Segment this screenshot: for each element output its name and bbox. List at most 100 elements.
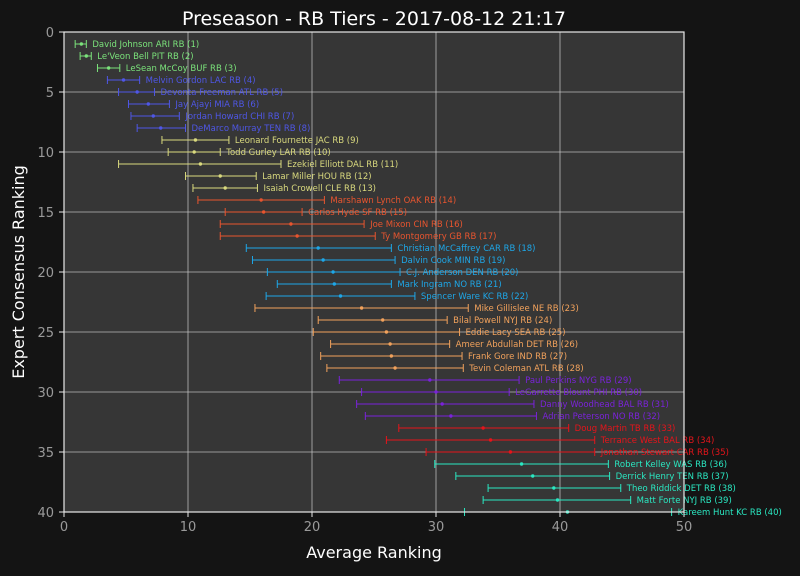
x-tick-label: 0 (60, 520, 68, 535)
y-tick-label: 20 (37, 266, 54, 281)
data-marker (508, 450, 513, 454)
data-marker (384, 330, 389, 334)
player-point: Doug Martin TB RB (33) (398, 424, 675, 434)
player-label: Dalvin Cook MIN RB (19) (401, 256, 505, 266)
y-tick-label: 40 (37, 506, 54, 521)
y-tick-label: 15 (37, 206, 54, 221)
data-marker (481, 426, 485, 430)
player-point: Le'Veon Bell PIT RB (2) (79, 52, 194, 62)
player-point: LeGarrette Blount PHI RB (30) (361, 388, 642, 398)
player-point: David Johnson ARI RB (1) (74, 40, 199, 50)
player-label: Le'Veon Bell PIT RB (2) (97, 52, 193, 62)
data-marker (434, 390, 438, 394)
player-label: Christian McCaffrey CAR RB (18) (397, 244, 535, 254)
player-label: Carlos Hyde SF RB (15) (308, 208, 407, 218)
data-marker (151, 114, 155, 118)
player-point: Jay Ajayi MIA RB (6) (127, 100, 259, 110)
player-label: Danny Woodhead BAL RB (31) (540, 400, 669, 410)
player-label: Melvin Gordon LAC RB (4) (146, 76, 256, 86)
player-label: DeMarco Murray TEN RB (8) (192, 124, 311, 134)
player-label: Frank Gore IND RB (27) (468, 352, 567, 362)
data-marker (393, 366, 397, 370)
player-label: Ezekiel Elliott DAL RB (11) (287, 160, 398, 170)
player-label: Bilal Powell NYJ RB (24) (453, 316, 552, 326)
x-tick-label: 40 (552, 520, 569, 535)
player-point: Devonta Freeman ATL RB (5) (118, 88, 284, 98)
data-marker (84, 54, 89, 58)
player-point: Mark Ingram NO RB (21) (276, 280, 502, 290)
player-label: Ameer Abdullah DET RB (26) (456, 340, 578, 350)
player-label: Ty Montgomery GB RB (17) (380, 232, 496, 242)
player-point: Adrian Peterson NO RB (32) (364, 412, 660, 422)
player-label: Robert Kelley WAS RB (36) (614, 460, 727, 470)
player-label: Joe Mixon CIN RB (16) (369, 220, 463, 230)
player-point: LeSean McCoy BUF RB (3) (96, 64, 237, 74)
player-label: C.J. Anderson DEN RB (20) (406, 268, 518, 278)
player-point: Lamar Miller HOU RB (12) (185, 172, 372, 182)
player-label: Spencer Ware KC RB (22) (421, 292, 528, 302)
data-marker (321, 258, 325, 262)
player-label: Devonta Freeman ATL RB (5) (161, 88, 284, 98)
player-label: Mike Gillislee NE RB (23) (474, 304, 579, 314)
player-point: Marshawn Lynch OAK RB (14) (197, 196, 456, 206)
data-marker (449, 414, 453, 418)
player-point: Eddie Lacy SEA RB (25) (312, 328, 566, 338)
data-marker (338, 294, 343, 298)
player-point: Jonathan Stewart CAR RB (35) (425, 448, 729, 458)
data-marker (218, 174, 222, 178)
player-label: Isaiah Crowell CLE RB (13) (263, 184, 375, 194)
player-label: Marshawn Lynch OAK RB (14) (330, 196, 456, 206)
data-marker (428, 378, 432, 382)
data-marker (555, 498, 560, 502)
y-tick-label: 30 (37, 386, 54, 401)
y-tick-label: 35 (37, 446, 54, 461)
player-label: Adrian Peterson NO RB (32) (542, 412, 660, 422)
player-point: Christian McCaffrey CAR RB (18) (245, 244, 535, 254)
data-marker (488, 438, 493, 442)
player-label: Paul Perkins NYG RB (29) (525, 376, 631, 386)
player-label: Terrance West BAL RB (34) (600, 436, 715, 446)
data-marker (388, 342, 392, 346)
data-marker (106, 66, 111, 70)
player-point: Tevin Coleman ATL RB (28) (326, 364, 584, 374)
data-marker (193, 138, 198, 142)
player-point: Mike Gillislee NE RB (23) (254, 304, 579, 314)
y-axis-label: Expert Consensus Ranking (9, 165, 28, 379)
player-label: Jay Ajayi MIA RB (6) (174, 100, 259, 110)
player-point: Melvin Gordon LAC RB (4) (106, 76, 256, 86)
player-point: Derrick Henry TEN RB (37) (455, 472, 729, 482)
player-label: Derrick Henry TEN RB (37) (616, 472, 729, 482)
player-point: Frank Gore IND RB (27) (320, 352, 567, 362)
player-label: Jordan Howard CHI RB (7) (184, 112, 294, 122)
player-point: Danny Woodhead BAL RB (31) (356, 400, 669, 410)
player-point: Ameer Abdullah DET RB (26) (330, 340, 578, 350)
player-point: Jordan Howard CHI RB (7) (130, 112, 294, 122)
player-point: Terrance West BAL RB (34) (385, 436, 715, 446)
chart-title: Preseason - RB Tiers - 2017-08-12 21:17 (182, 8, 566, 30)
data-marker (79, 42, 84, 46)
player-point: Theo Riddick DET RB (38) (487, 484, 736, 494)
player-label: Todd Gurley LAR RB (10) (225, 148, 330, 158)
player-point: Ty Montgomery GB RB (17) (219, 232, 496, 242)
player-point: Ezekiel Elliott DAL RB (11) (118, 160, 398, 170)
x-tick-label: 10 (180, 520, 197, 535)
player-label: Kareem Hunt KC RB (40) (678, 508, 782, 518)
player-point: Dalvin Cook MIN RB (19) (251, 256, 505, 266)
data-marker (331, 270, 335, 274)
player-point: Carlos Hyde SF RB (15) (224, 208, 407, 218)
player-label: LeGarrette Blount PHI RB (30) (515, 388, 642, 398)
data-marker (295, 234, 299, 238)
player-point: Spencer Ware KC RB (22) (265, 292, 528, 302)
data-marker (389, 354, 394, 358)
player-point: Isaiah Crowell CLE RB (13) (192, 184, 376, 194)
data-marker (135, 90, 139, 94)
player-point: Bilal Powell NYJ RB (24) (317, 316, 552, 326)
player-point: Paul Perkins NYG RB (29) (338, 376, 632, 386)
data-marker (531, 474, 535, 478)
data-marker (380, 318, 385, 322)
data-marker (440, 402, 444, 406)
y-tick-label: 5 (46, 86, 54, 101)
player-label: Lamar Miller HOU RB (12) (262, 172, 371, 182)
y-tick-label: 25 (37, 326, 54, 341)
